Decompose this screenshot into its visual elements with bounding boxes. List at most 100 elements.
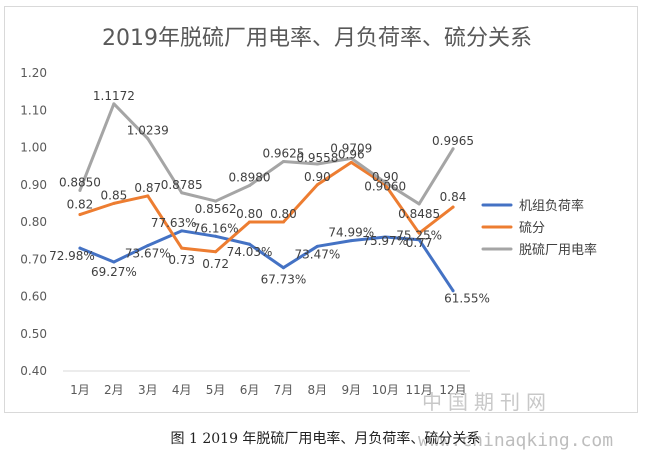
data-label: 0.9060 (364, 180, 406, 194)
data-label: 0.73 (168, 253, 195, 267)
x-tick-label: 6月 (240, 383, 260, 397)
watermark-text: 中国期刊网 (422, 390, 552, 414)
data-label: 0.80 (236, 207, 263, 221)
data-point (248, 242, 252, 246)
data-point (78, 213, 82, 217)
data-label: 0.77 (406, 236, 433, 250)
data-label: 0.9625 (262, 146, 304, 160)
data-point (112, 102, 116, 106)
data-label: 72.98% (49, 249, 95, 263)
data-label: 0.8485 (398, 207, 440, 221)
data-point (417, 231, 421, 235)
axes: 0.40 0.50 0.60 0.70 0.80 0.90 1.00 1.10 1.20 1月 2月… (20, 66, 470, 397)
data-point (214, 250, 218, 254)
data-label: 0.8980 (229, 170, 271, 184)
data-point (180, 246, 184, 250)
legend-entry: 脱硫厂用电率 (519, 242, 597, 258)
data-label: 74.03% (227, 245, 273, 259)
x-tick-label: 3月 (138, 383, 158, 397)
x-tick-label: 12月 (439, 383, 466, 397)
data-label: 77.63% (151, 216, 197, 230)
y-tick-label: 0.80 (20, 215, 47, 229)
series-layer (78, 102, 455, 293)
data-point (180, 191, 184, 195)
y-tick-label: 0.40 (20, 364, 47, 378)
x-tick-label: 1月 (70, 383, 90, 397)
chart-frame: 2019年脱硫厂用电率、月负荷率、硫分关系 0.40 0.50 0.60 0.70 0.… (4, 6, 638, 413)
figure-caption: 图 1 2019 年脱硫厂用电率、月负荷率、硫分关系 (170, 431, 481, 447)
data-point (349, 156, 353, 160)
x-tick-label: 8月 (308, 383, 328, 397)
data-point (417, 202, 421, 206)
chart-svg: 2019年脱硫厂用电率、月负荷率、硫分关系 0.400.500.600.700.… (20, 26, 597, 397)
data-label: 0.90 (304, 170, 331, 184)
data-point (214, 199, 218, 203)
data-point (248, 183, 252, 187)
data-label: 73.67% (125, 247, 171, 261)
watermark-url: www.chinaqking.com (418, 430, 614, 451)
data-point (146, 244, 150, 248)
data-point (281, 266, 285, 270)
data-label: 0.8850 (59, 175, 101, 189)
y-tick-label: 0.70 (20, 252, 47, 266)
legend-entry: 机组负荷率 (519, 198, 584, 214)
data-label: 0.84 (440, 190, 467, 204)
data-label: 0.8785 (161, 178, 203, 192)
data-point (214, 234, 218, 238)
data-point (281, 159, 285, 163)
data-point (146, 194, 150, 198)
data-label: 61.55% (444, 292, 490, 306)
data-point (451, 147, 455, 151)
x-tick-label: 5月 (206, 383, 226, 397)
data-label: 0.87 (134, 181, 161, 195)
data-label: 0.96 (338, 147, 365, 161)
data-label: 0.80 (270, 207, 297, 221)
data-point (315, 244, 319, 248)
series-line-2 (78, 160, 455, 254)
data-point (417, 238, 421, 242)
data-label: 75.97% (362, 234, 408, 248)
y-tick-label: 1.10 (20, 103, 47, 117)
series-line-3 (78, 102, 455, 206)
data-label: 75.25% (396, 229, 442, 243)
y-tick-label: 0.90 (20, 178, 47, 192)
x-tick-label: 7月 (274, 383, 294, 397)
y-tick-label: 1.00 (20, 141, 47, 155)
data-point (78, 246, 82, 250)
data-point (281, 220, 285, 224)
data-labels: 72.98% 69.27% 73.67% 77.63%76.16% 74.03% 67.7… (49, 89, 490, 306)
data-label: 0.90 (372, 170, 399, 184)
data-label: 69.27% (91, 265, 137, 279)
x-tick-label: 2月 (104, 383, 124, 397)
data-label: 0.85 (101, 188, 128, 202)
data-point (451, 289, 455, 293)
data-point (112, 201, 116, 205)
y-tick-label: 0.50 (20, 327, 47, 341)
x-tick-label: 4月 (172, 383, 192, 397)
data-point (78, 188, 82, 192)
x-tick-label: 9月 (341, 383, 361, 397)
legend-entry: 硫分 (519, 221, 545, 236)
data-label: 0.8562 (195, 202, 237, 216)
data-point (383, 235, 387, 239)
data-label: 74.99% (328, 226, 374, 240)
data-label: 0.9709 (330, 141, 372, 155)
data-point (383, 181, 387, 185)
data-point (315, 162, 319, 166)
data-point (315, 183, 319, 187)
data-point (180, 229, 184, 233)
data-label: 1.1172 (93, 89, 135, 103)
data-label: 76.16% (193, 221, 239, 235)
y-tick-label: 1.20 (20, 66, 47, 80)
data-label: 0.9558 (296, 151, 338, 165)
data-point (146, 137, 150, 141)
data-label: 1.0239 (127, 124, 169, 138)
data-label: 0.72 (202, 257, 229, 271)
data-label: 0.9965 (432, 134, 474, 148)
data-label: 67.73% (261, 273, 307, 287)
data-point (349, 239, 353, 243)
data-point (248, 220, 252, 224)
chart-title: 2019年脱硫厂用电率、月负荷率、硫分关系 (102, 26, 532, 51)
x-tick-label: 11月 (405, 383, 432, 397)
data-point (112, 260, 116, 264)
